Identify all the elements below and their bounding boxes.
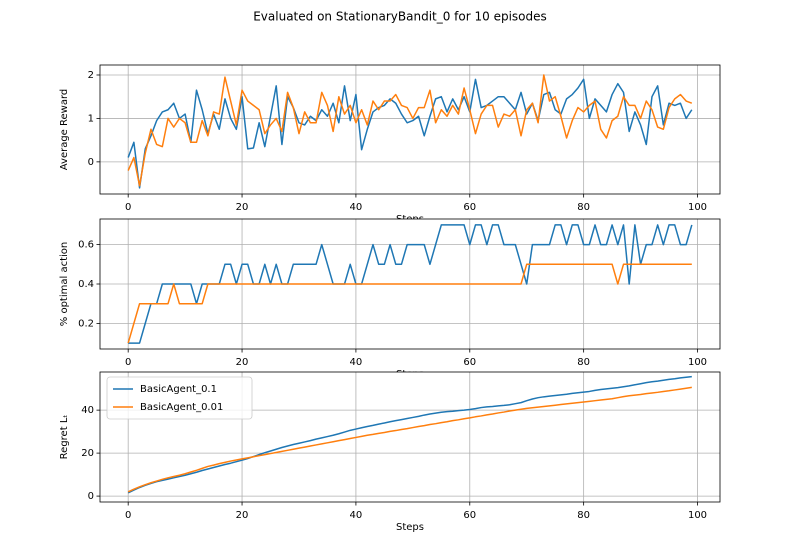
- x-tick-label: 40: [350, 202, 363, 213]
- x-tick-label: 80: [577, 510, 590, 521]
- x-tick-label: 80: [577, 202, 590, 213]
- x-tick-label: 0: [125, 357, 131, 368]
- subplot: 0 20 40 60 80 100 0 20 40 Steps Regret Lₜ BasicAgen…: [59, 371, 721, 533]
- y-tick-label: 0: [88, 157, 94, 168]
- x-tick-label: 20: [236, 510, 249, 521]
- subplot: 020406080100012StepsAverage Reward: [59, 64, 721, 225]
- x-tick-label: 0: [125, 510, 131, 521]
- y-tick-label: 0.4: [78, 279, 94, 290]
- legend-box: [106, 376, 253, 420]
- y-tick-label: 2: [88, 70, 94, 81]
- x-tick-label: 0: [125, 202, 131, 213]
- series-line: [127, 375, 692, 494]
- x-tick-label: 80: [577, 357, 590, 368]
- x-axis-label: Steps: [396, 522, 424, 533]
- x-tick-label: 40: [350, 357, 363, 368]
- figure-title: Evaluated on StationaryBandit_0 for 10 e…: [253, 10, 547, 24]
- axes-frame: [99, 64, 721, 195]
- x-tick-label: 20: [236, 357, 249, 368]
- axes-background: [100, 65, 720, 194]
- x-tick-label: 40: [350, 510, 363, 521]
- series-line: [127, 386, 692, 493]
- x-tick-label: 100: [688, 510, 707, 521]
- series-line: [127, 78, 693, 189]
- series-line: [127, 263, 692, 344]
- legend-label: BasicAgent_0.1: [140, 384, 217, 395]
- y-tick-label: 20: [81, 448, 94, 459]
- x-tick-label: 60: [463, 357, 476, 368]
- axes-frame: [99, 371, 721, 503]
- y-axis-label: Regret Lₜ: [59, 415, 70, 460]
- y-tick-label: 0.6: [78, 240, 94, 251]
- x-tick-label: 100: [688, 202, 707, 213]
- y-axis-label: Average Reward: [59, 89, 70, 170]
- x-tick-label: 20: [236, 202, 249, 213]
- y-tick-label: 1: [88, 113, 94, 124]
- legend-label: BasicAgent_0.01: [140, 402, 223, 413]
- x-tick-label: 100: [688, 357, 707, 368]
- series-line: [127, 74, 693, 187]
- series-line: [128, 224, 693, 344]
- x-tick-label: 60: [463, 510, 476, 521]
- y-tick-label: 0.2: [78, 318, 94, 329]
- x-tick-label: 60: [463, 202, 476, 213]
- y-tick-label: 40: [81, 405, 94, 416]
- axes-frame: [99, 218, 721, 350]
- y-tick-label: 0: [88, 491, 94, 502]
- y-axis-label: % optimal action: [59, 242, 70, 326]
